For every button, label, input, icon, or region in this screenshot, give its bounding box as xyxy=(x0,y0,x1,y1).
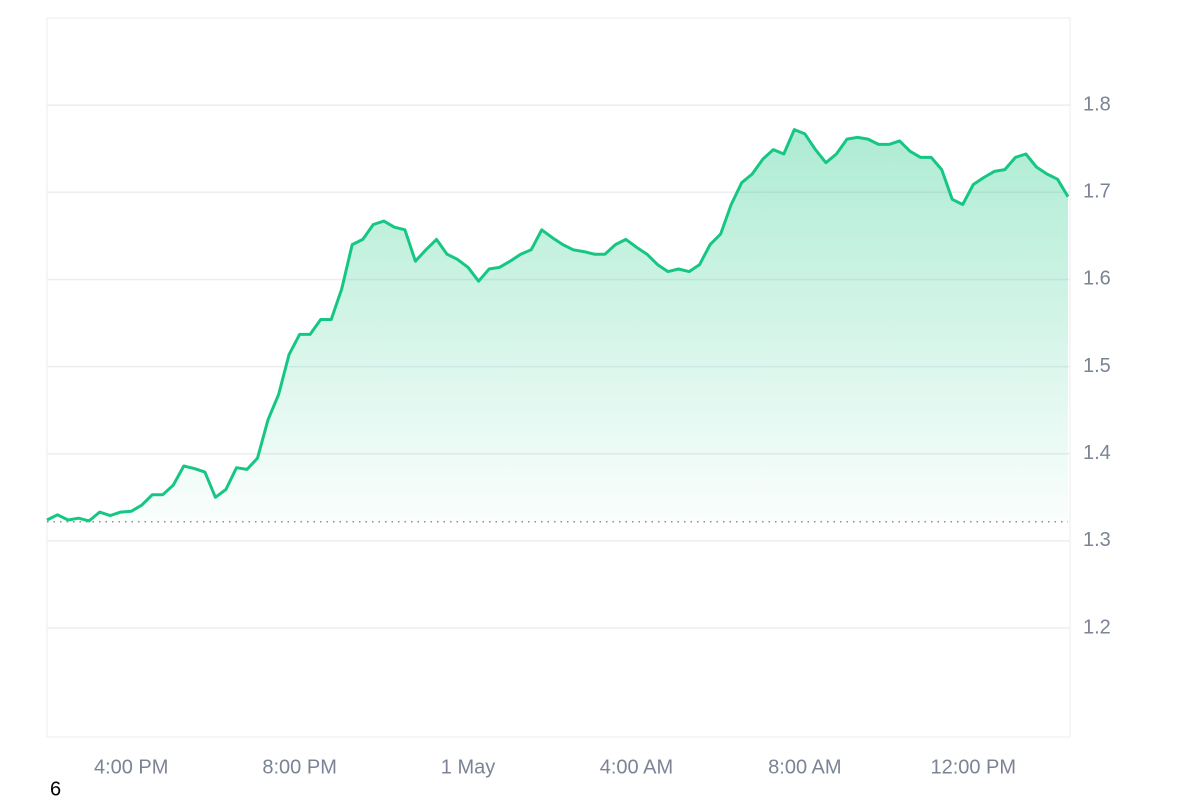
x-tick-label: 8:00 PM xyxy=(262,756,336,778)
y-tick-label: 1.3 xyxy=(1083,529,1111,551)
y-tick-label: 1.4 xyxy=(1083,442,1111,464)
y-tick-label: 1.7 xyxy=(1083,181,1111,203)
y-tick-label: 1.5 xyxy=(1083,355,1111,377)
footer-label: 6 xyxy=(50,778,61,800)
y-tick-label: 1.6 xyxy=(1083,268,1111,290)
price-line xyxy=(46,128,1070,523)
area xyxy=(47,129,1068,522)
x-tick-label: 1 May xyxy=(441,756,495,778)
x-tick-label: 4:00 AM xyxy=(600,756,673,778)
plot-frame xyxy=(46,17,1071,738)
x-tick-label: 4:00 PM xyxy=(94,756,168,778)
x-tick-label: 8:00 AM xyxy=(768,756,841,778)
x-tick-label: 12:00 PM xyxy=(930,756,1016,778)
y-tick-label: 1.2 xyxy=(1083,616,1111,638)
y-tick-label: 1.8 xyxy=(1083,93,1111,115)
